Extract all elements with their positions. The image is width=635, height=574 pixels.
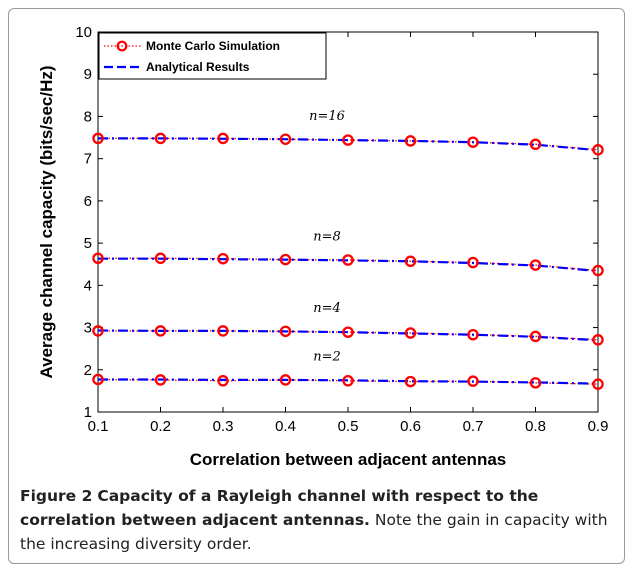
legend-box bbox=[98, 32, 327, 80]
series-annotations: n=16 n=8 n=4 n=2 bbox=[309, 109, 345, 364]
x-axis-label: Correlation between adjacent antennas bbox=[190, 450, 506, 469]
legend-monte-carlo-marker bbox=[116, 40, 128, 52]
monte-carlo-point bbox=[404, 327, 417, 339]
monte-carlo-point bbox=[592, 334, 604, 346]
monte-carlo-point bbox=[404, 375, 417, 388]
monte-carlo-point bbox=[92, 132, 104, 145]
analytical-line bbox=[98, 378, 599, 385]
monte-carlo-point bbox=[342, 326, 354, 338]
y-tick-label: 4 bbox=[84, 277, 92, 294]
x-tick-label: 0.9 bbox=[588, 418, 609, 435]
caption-text: Note the gain in capacity with the incre… bbox=[20, 511, 608, 553]
monte-carlo-point bbox=[467, 328, 479, 341]
monte-carlo-point bbox=[217, 252, 229, 265]
caption-label: Figure 2 bbox=[20, 487, 93, 505]
y-tick-label: 7 bbox=[84, 151, 92, 168]
figure-frame bbox=[8, 8, 625, 564]
monte-carlo-point bbox=[154, 132, 167, 145]
y-tick-label: 1 bbox=[84, 404, 92, 421]
y-tick-label: 5 bbox=[84, 235, 92, 252]
x-tick-label: 0.2 bbox=[150, 418, 171, 435]
y-tick-label: 6 bbox=[84, 193, 92, 210]
axis-ticks: 0.1 0.2 0.3 0.4 0.5 0.6 0.7 0.8 0.9 1 2 3 4 5 6 7 8 9 10 bbox=[75, 24, 608, 435]
monte-carlo-point bbox=[154, 374, 167, 386]
caption-bold-text: Capacity of a Rayleigh channel with resp… bbox=[20, 487, 539, 529]
monte-carlo-line bbox=[98, 257, 599, 272]
y-tick-label: 8 bbox=[84, 108, 92, 125]
monte-carlo-point bbox=[529, 330, 542, 343]
legend-analytical-label: Analytical Results bbox=[146, 60, 250, 74]
monte-carlo-point bbox=[279, 325, 292, 338]
x-tick-label: 0.6 bbox=[400, 418, 421, 435]
monte-carlo-point bbox=[529, 259, 542, 271]
y-tick-label: 2 bbox=[84, 362, 92, 379]
monte-carlo-point bbox=[92, 325, 104, 337]
series-annotation-label: n=8 bbox=[313, 229, 341, 244]
monte-carlo-point bbox=[529, 377, 542, 389]
legend-monte-carlo-label: Monte Carlo Simulation bbox=[146, 39, 280, 53]
x-tick-label: 0.1 bbox=[88, 418, 109, 435]
monte-carlo-point bbox=[467, 256, 479, 269]
monte-carlo-point bbox=[592, 144, 604, 156]
monte-carlo-point bbox=[154, 325, 167, 337]
x-tick-label: 0.3 bbox=[213, 418, 234, 435]
monte-carlo-point bbox=[279, 133, 292, 145]
monte-carlo-point bbox=[342, 134, 354, 146]
monte-carlo-point bbox=[279, 374, 292, 386]
series-annotation-label: n=4 bbox=[313, 301, 341, 316]
series-lines bbox=[97, 137, 599, 385]
x-tick-label: 0.7 bbox=[463, 418, 484, 435]
figure-caption: Figure 2 Capacity of a Rayleigh channel … bbox=[20, 484, 620, 556]
monte-carlo-point bbox=[404, 255, 417, 268]
monte-carlo-point bbox=[342, 254, 354, 266]
monte-carlo-point bbox=[92, 252, 104, 265]
series-annotation-label: n=16 bbox=[309, 109, 345, 124]
analytical-line bbox=[97, 329, 599, 342]
y-tick-label: 3 bbox=[84, 320, 92, 337]
monte-carlo-point bbox=[217, 375, 229, 387]
series-annotation-label: n=2 bbox=[313, 349, 341, 364]
y-tick-label: 10 bbox=[75, 24, 92, 41]
monte-carlo-point bbox=[342, 375, 354, 387]
monte-carlo-point bbox=[529, 138, 542, 151]
monte-carlo-point bbox=[467, 375, 479, 387]
monte-carlo-point bbox=[592, 264, 604, 277]
x-tick-label: 0.8 bbox=[525, 418, 546, 435]
capacity-line-chart: 0.1 0.2 0.3 0.4 0.5 0.6 0.7 0.8 0.9 1 2 3 4 5 6 7 8 9 10 n… bbox=[37, 24, 608, 469]
monte-carlo-point bbox=[217, 325, 229, 337]
legend: Monte Carlo Simulation Analytical Result… bbox=[98, 32, 327, 80]
x-tick-label: 0.5 bbox=[338, 418, 359, 435]
monte-carlo-point bbox=[92, 373, 104, 386]
y-axis-label: Average channel capacity (bits/sec/Hz) bbox=[37, 65, 56, 378]
monte-carlo-line bbox=[98, 330, 599, 341]
monte-carlo-point bbox=[279, 253, 292, 266]
monte-carlo-line bbox=[98, 137, 599, 151]
monte-carlo-point bbox=[467, 136, 479, 148]
series-markers bbox=[92, 132, 604, 390]
monte-carlo-line bbox=[97, 378, 599, 385]
y-tick-label: 9 bbox=[84, 66, 92, 83]
analytical-line bbox=[98, 257, 599, 273]
monte-carlo-point bbox=[404, 135, 417, 147]
monte-carlo-point bbox=[592, 378, 604, 390]
monte-carlo-point bbox=[217, 132, 229, 145]
monte-carlo-point bbox=[154, 252, 167, 265]
plot-area bbox=[97, 31, 599, 413]
analytical-line bbox=[98, 137, 599, 152]
x-tick-label: 0.4 bbox=[275, 418, 296, 435]
